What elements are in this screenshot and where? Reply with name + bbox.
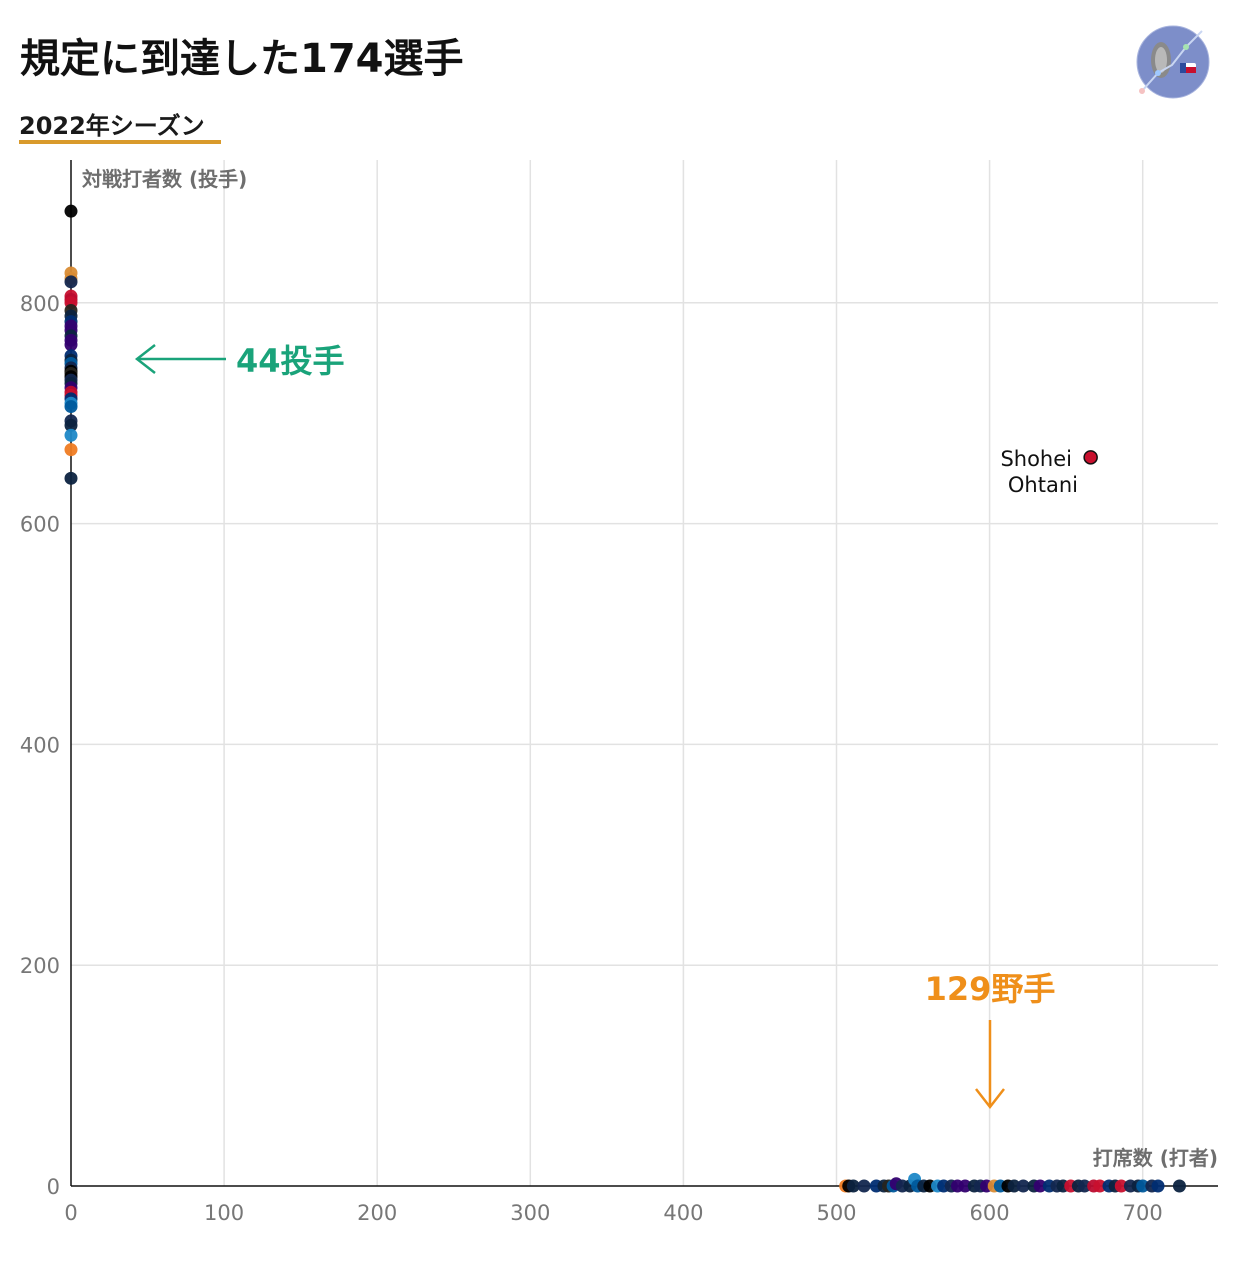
batter-point	[1093, 1179, 1107, 1193]
y-tick-label: 800	[20, 292, 60, 316]
grid-lines	[71, 160, 1218, 1186]
x-tick-label: 600	[970, 1201, 1010, 1225]
x-axis-title: 打席数 (打者)	[1093, 1146, 1218, 1170]
batter-point	[1151, 1179, 1165, 1193]
batter-point	[1033, 1179, 1047, 1193]
data-points	[64, 204, 1186, 1193]
x-tick-labels: 0 100 200 300 400 500 600 700	[64, 1201, 1162, 1225]
pitcher-point	[64, 338, 78, 352]
y-axis-title: 対戦打者数 (投手)	[81, 167, 247, 191]
chart-title: 規定に到達した174選手	[20, 36, 464, 82]
x-tick-label: 300	[510, 1201, 550, 1225]
pitchers-arrow-head	[134, 344, 156, 374]
pitcher-point	[64, 400, 78, 414]
y-tick-label: 200	[20, 954, 60, 978]
highlight-label-last-name: Ohtani	[1008, 473, 1078, 497]
baseball-chart-logo-icon	[1136, 25, 1210, 99]
batters-arrow-head	[975, 1088, 1005, 1110]
x-tick-label: 100	[204, 1201, 244, 1225]
batter-point	[1172, 1179, 1186, 1193]
batter-point	[857, 1179, 871, 1193]
x-tick-label: 700	[1123, 1201, 1163, 1225]
batter-point	[1114, 1179, 1128, 1193]
highlight-label-first-name: Shohei	[1000, 447, 1072, 471]
batter-point	[846, 1179, 860, 1193]
batter-point	[1016, 1179, 1030, 1193]
pitcher-point	[64, 471, 78, 485]
x-tick-label: 400	[663, 1201, 703, 1225]
season-subtitle: 2022年シーズン	[19, 112, 205, 140]
batter-point	[958, 1179, 972, 1193]
y-tick-label: 400	[20, 733, 60, 757]
pitcher-point	[64, 204, 78, 218]
batter-point	[1136, 1179, 1150, 1193]
x-tick-label: 500	[816, 1201, 856, 1225]
batters-count-label: 129野手	[925, 970, 1056, 1008]
x-tick-label: 0	[64, 1201, 77, 1225]
y-tick-labels: 0 200 400 600 800	[20, 292, 60, 1199]
pitchers-count-label: 44投手	[236, 342, 345, 380]
batter-point	[1007, 1179, 1021, 1193]
pitcher-point	[64, 428, 78, 442]
y-tick-label: 600	[20, 513, 60, 537]
y-tick-label: 0	[47, 1175, 60, 1199]
batter-point	[1078, 1179, 1092, 1193]
subtitle-block: 2022年シーズン	[19, 106, 221, 144]
annotations: 44投手 129野手 Shohei Ohtani	[134, 342, 1078, 1110]
x-tick-label: 200	[357, 1201, 397, 1225]
subtitle-underline	[19, 140, 221, 144]
highlight-point-ohtani	[1083, 450, 1098, 465]
pitcher-point	[64, 275, 78, 289]
pitcher-point	[64, 418, 78, 432]
pitcher-point	[64, 443, 78, 457]
